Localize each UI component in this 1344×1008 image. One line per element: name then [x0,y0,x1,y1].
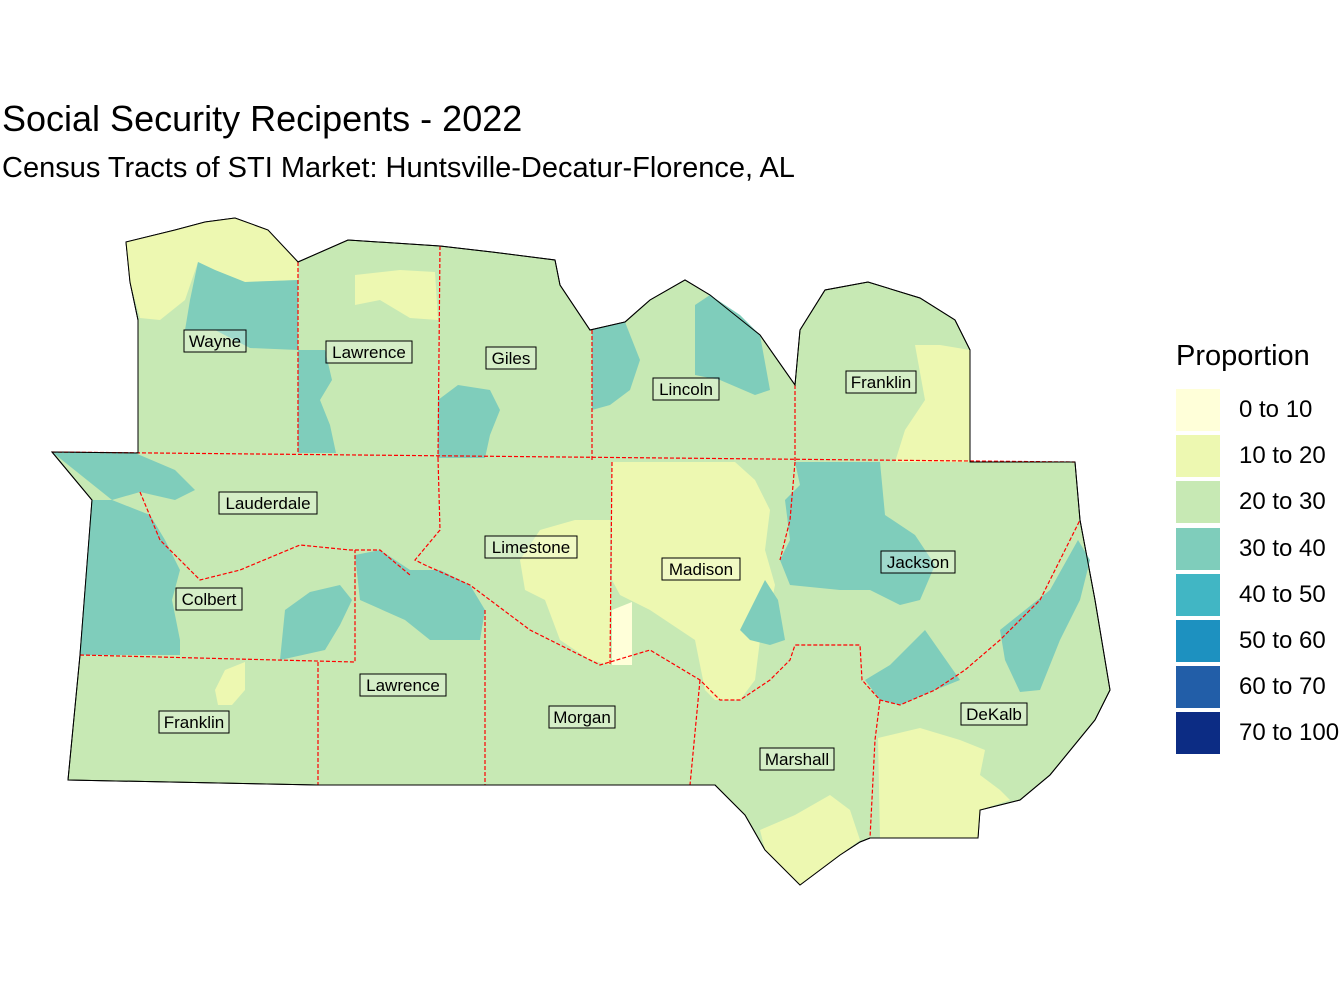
county-label-franklin-al: Franklin [158,710,230,734]
county-label-madison: Madison [661,557,741,581]
county-label-text: Lawrence [332,343,406,362]
legend-title: Proportion [1176,340,1310,372]
legend-swatch [1176,620,1220,663]
county-label-colbert: Colbert [175,587,243,611]
legend-label: 40 to 50 [1239,580,1326,608]
county-label-text: Colbert [182,590,237,609]
county-label-text: Lawrence [366,676,440,695]
county-label-jackson: Jackson [880,550,956,574]
legend-item: 50 to 60 [1176,618,1339,664]
legend-swatch [1176,389,1220,432]
tracts-0-to-10 [612,602,632,665]
county-label-franklin-tn: Franklin [845,370,917,394]
legend-swatch [1176,666,1220,709]
county-label-text: Limestone [492,538,570,557]
legend: Proportion 0 to 10 10 to 20 20 to 30 30 … [1176,340,1339,757]
legend-item: 20 to 30 [1176,479,1339,525]
county-label-text: DeKalb [966,705,1022,724]
legend-label: 20 to 30 [1239,488,1326,516]
county-label-wayne: Wayne [183,329,247,353]
legend-label: 50 to 60 [1239,627,1326,655]
county-label-lauderdale: Lauderdale [218,491,318,515]
legend-swatch [1176,435,1220,478]
market-outline [50,217,1111,886]
county-label-text: Giles [492,349,531,368]
legend-item: 60 to 70 [1176,664,1339,710]
legend-item: 70 to 100 [1176,710,1339,756]
legend-item: 0 to 10 [1176,387,1339,433]
county-label-text: Marshall [765,750,829,769]
county-label-limestone: Limestone [484,535,578,559]
legend-item: 10 to 20 [1176,433,1339,479]
legend-label: 10 to 20 [1239,442,1326,470]
county-label-text: Lincoln [659,380,713,399]
county-label-marshall: Marshall [759,747,835,771]
county-label-morgan: Morgan [548,705,616,729]
legend-item: 30 to 40 [1176,526,1339,572]
county-label-text: Lauderdale [225,494,310,513]
legend-swatch [1176,712,1220,755]
county-label-lawrence-al: Lawrence [359,673,447,697]
county-label-text: Morgan [553,708,611,727]
county-label-text: Jackson [887,553,949,572]
legend-item: 40 to 50 [1176,572,1339,618]
legend-swatch [1176,527,1220,570]
county-label-text: Wayne [189,332,241,351]
county-label-giles: Giles [485,346,537,370]
map-title: Social Security Recipents - 2022 [2,98,523,139]
legend-label: 0 to 10 [1239,396,1313,424]
county-label-lawrence-tn: Lawrence [325,340,413,364]
county-borders [51,245,1081,839]
tracts-30-to-40 [52,262,1090,705]
map-subtitle: Census Tracts of STI Market: Huntsville-… [2,152,795,184]
legend-label: 60 to 70 [1239,673,1326,701]
county-label-dekalb: DeKalb [960,702,1028,726]
legend-swatch [1176,573,1220,616]
legend-label: 30 to 40 [1239,534,1326,562]
legend-swatch [1176,481,1220,524]
county-label-text: Franklin [164,713,224,732]
legend-label: 70 to 100 [1239,719,1340,747]
tracts-10-to-20 [126,218,1010,885]
county-label-lincoln: Lincoln [652,377,720,401]
county-label-text: Franklin [851,373,911,392]
county-label-text: Madison [669,560,733,579]
